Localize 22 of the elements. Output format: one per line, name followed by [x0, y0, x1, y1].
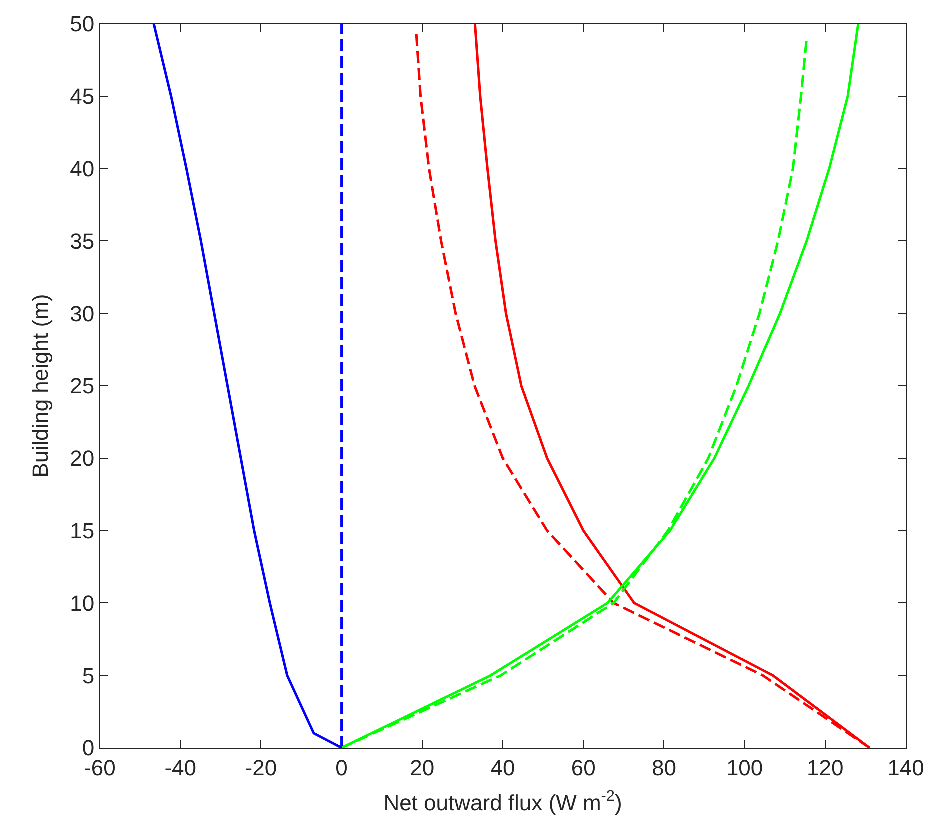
x-tick-label: -40 — [164, 755, 196, 780]
y-tick-label: 40 — [70, 156, 95, 182]
x-tick-label: 80 — [652, 755, 676, 780]
x-tick-label: 40 — [490, 755, 516, 780]
x-tick-label: 120 — [807, 755, 844, 780]
x-tick-label: 100 — [726, 755, 764, 780]
y-tick-label: 50 — [70, 12, 95, 37]
y-tick-label: 30 — [70, 301, 95, 326]
x-axis-title: Net outward flux (W m$^{-2}$) — [384, 788, 622, 816]
y-axis-title: Building height (m) — [28, 294, 53, 478]
y-tick-label: 15 — [70, 518, 95, 544]
x-tick-label: 60 — [571, 755, 596, 780]
x-tick-label: 0 — [336, 755, 348, 780]
y-tick-label: 35 — [70, 228, 95, 254]
y-tick-label: 20 — [70, 446, 95, 472]
y-tick-label: 10 — [70, 590, 95, 616]
x-tick-label: 20 — [410, 755, 435, 780]
x-tick-label: 140 — [888, 755, 924, 780]
x-tick-label: -20 — [245, 755, 278, 780]
y-tick-label: 45 — [70, 84, 95, 110]
y-tick-label: 25 — [70, 374, 95, 399]
y-tick-label: 5 — [82, 663, 95, 688]
